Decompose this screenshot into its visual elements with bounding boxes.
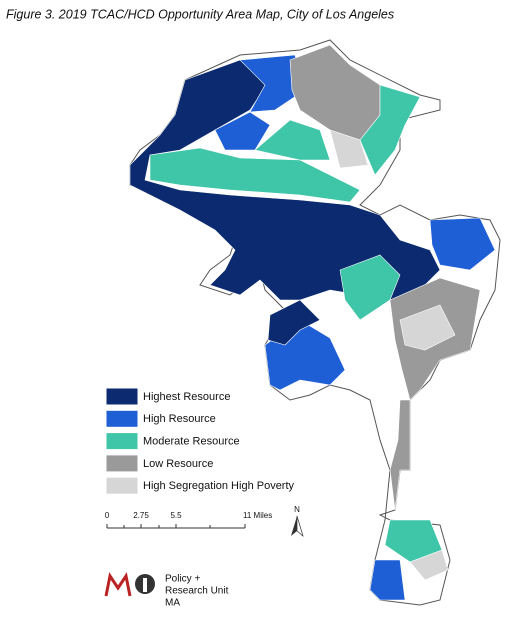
- north-label: N: [294, 505, 300, 514]
- region: [239, 54, 306, 113]
- logo-text: MA: [165, 598, 180, 609]
- region: [329, 129, 369, 169]
- region: [214, 111, 271, 151]
- legend-label: High Resource: [143, 413, 216, 425]
- legend-label: Low Resource: [143, 458, 213, 470]
- region: [149, 147, 361, 203]
- scale-label: 11 Miles: [243, 511, 272, 520]
- scale-bar: 0 2.75 5.5 11 Miles: [105, 511, 272, 529]
- region: [409, 549, 449, 581]
- north-arrow: N: [291, 505, 304, 538]
- logo: Policy + Research Unit MA: [104, 572, 229, 609]
- region: [399, 304, 456, 351]
- region: [359, 84, 421, 176]
- legend: Highest Resource High Resource Moderate Re…: [105, 387, 295, 495]
- logo-text: Research Unit: [165, 586, 229, 597]
- map-title: Figure 3. 2019 TCAC/HCD Opportunity Area…: [6, 7, 394, 21]
- region: [389, 399, 411, 511]
- legend-swatch: [105, 409, 139, 428]
- legend-label: High Segregation High Poverty: [143, 480, 295, 492]
- legend-label: Moderate Resource: [143, 436, 240, 448]
- legend-swatch: [105, 476, 139, 495]
- region: [369, 559, 406, 601]
- logo-text: Policy +: [165, 574, 200, 585]
- legend-swatch: [105, 454, 139, 473]
- scale-label: 2.75: [133, 511, 149, 520]
- legend-swatch: [105, 387, 139, 406]
- region: [429, 217, 496, 271]
- scale-label: 0: [105, 511, 110, 520]
- region: [254, 119, 331, 161]
- legend-swatch: [105, 432, 139, 451]
- region: [267, 299, 321, 346]
- legend-label: Highest Resource: [143, 391, 230, 403]
- map: [129, 39, 501, 606]
- scale-label: 5.5: [170, 511, 182, 520]
